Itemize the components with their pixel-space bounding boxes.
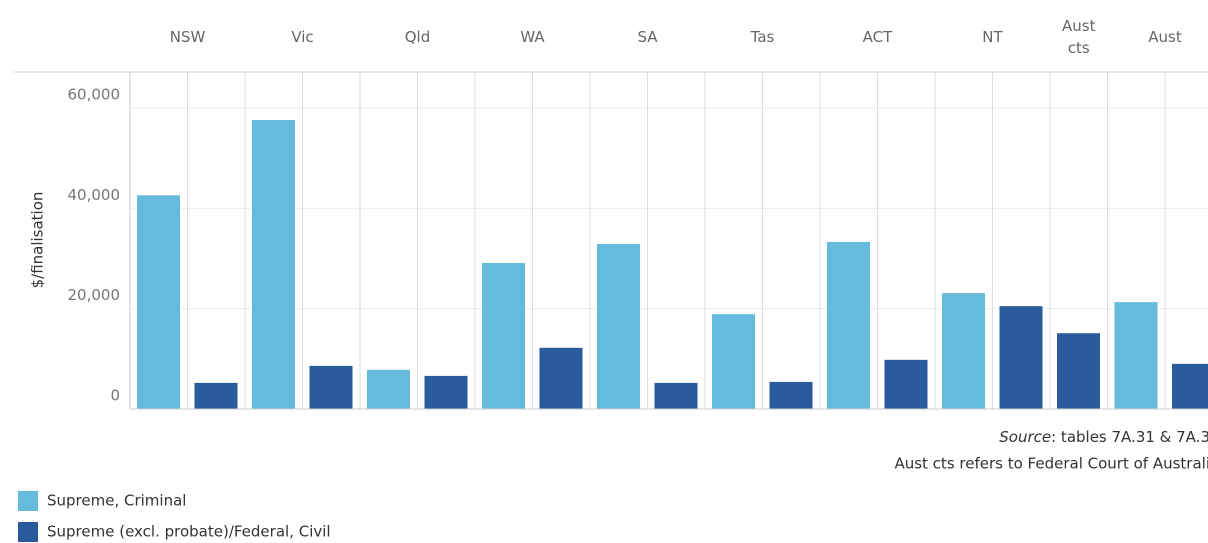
source-text: : tables 7A.31 & 7A.3	[1051, 428, 1208, 446]
bar	[367, 369, 410, 409]
category-label: WA	[520, 28, 545, 46]
y-tick-label: 0	[110, 387, 120, 405]
bar	[654, 382, 698, 409]
category-label: Aust cts	[1062, 17, 1096, 57]
bar	[1057, 333, 1100, 409]
bar	[942, 293, 985, 409]
category-label: ACT	[862, 28, 893, 46]
note: Aust cts refers to Federal Court of Aust…	[894, 455, 1208, 473]
category-label: Vic	[291, 28, 314, 46]
legend-swatch	[18, 491, 38, 511]
bar	[424, 375, 468, 409]
bar	[482, 263, 525, 409]
legend-label: Supreme, Criminal	[47, 492, 186, 510]
bar	[999, 306, 1043, 409]
category-label: Tas	[750, 28, 775, 46]
legend-label: Supreme (excl. probate)/Federal, Civil	[47, 523, 331, 541]
bar	[769, 381, 813, 409]
bar	[539, 347, 583, 409]
bar	[194, 382, 238, 409]
bar	[712, 314, 755, 409]
bar	[597, 243, 640, 409]
bar	[884, 359, 928, 409]
bar	[137, 195, 180, 409]
y-tick-label: 60,000	[68, 86, 121, 104]
y-tick-label: 40,000	[68, 186, 121, 204]
category-label: SA	[637, 28, 658, 46]
y-tick-label: 20,000	[68, 286, 121, 304]
category-label: NT	[982, 28, 1003, 46]
bar	[252, 120, 295, 409]
category-label: NSW	[169, 28, 206, 46]
legend-swatch	[18, 522, 38, 542]
bar	[1172, 363, 1208, 409]
bar	[1114, 302, 1158, 409]
source-label: Source	[999, 428, 1051, 446]
source: Source: tables 7A.31 & 7A.3	[999, 428, 1208, 446]
y-axis-label: $/finalisation	[29, 192, 47, 289]
bar	[309, 365, 353, 409]
category-label: Aust	[1148, 28, 1182, 46]
category-label: Qld	[404, 28, 431, 46]
bar	[827, 241, 870, 409]
